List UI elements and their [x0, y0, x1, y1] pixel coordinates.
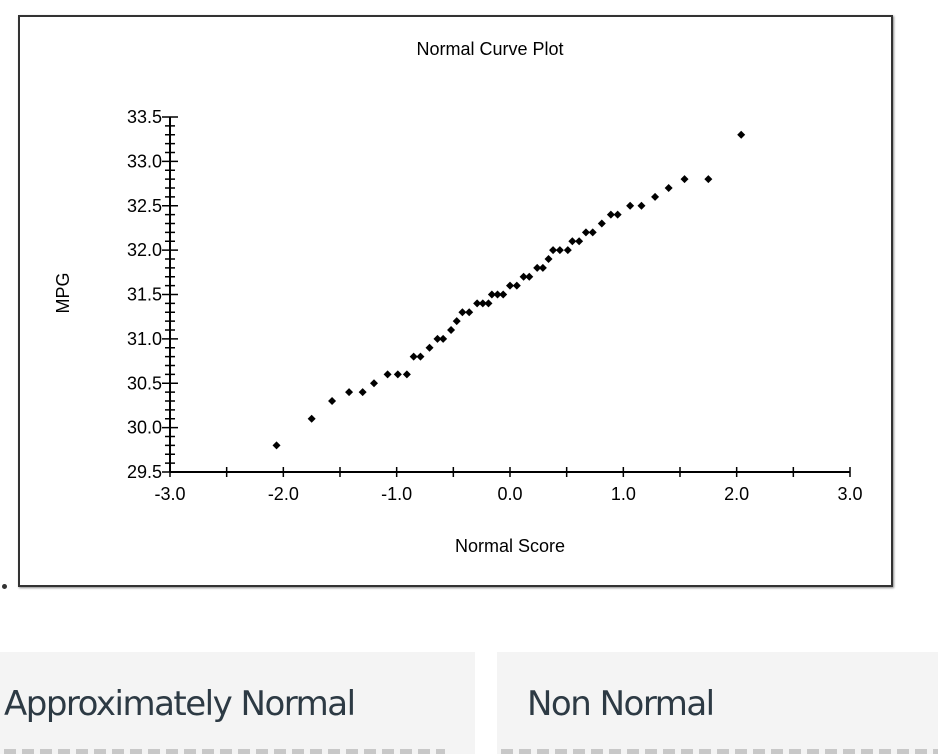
data-point — [704, 175, 713, 184]
data-point — [409, 352, 418, 361]
data-point — [525, 272, 534, 281]
option-label: Non Normal — [527, 684, 715, 724]
data-point — [452, 317, 461, 326]
x-tick-label: -2.0 — [268, 484, 299, 504]
chart-title: Normal Curve Plot — [416, 39, 563, 59]
data-point — [506, 281, 514, 290]
x-tick-label: 1.0 — [611, 484, 636, 504]
data-point — [328, 397, 337, 405]
y-tick-label: 31.0 — [127, 329, 162, 349]
data-point — [581, 228, 590, 237]
data-point — [512, 281, 521, 290]
y-tick-label: 30.0 — [127, 418, 162, 438]
data-point — [588, 228, 597, 237]
option-approximately-normal[interactable]: Approximately Normal — [0, 652, 475, 754]
data-point — [358, 388, 367, 397]
x-tick-label: -3.0 — [154, 484, 185, 504]
data-point — [664, 184, 673, 192]
data-point — [613, 210, 622, 219]
data-point — [458, 308, 467, 317]
data-point — [519, 272, 528, 281]
data-point — [402, 370, 411, 379]
y-axis-label: MPG — [53, 272, 73, 313]
y-tick-label: 31.5 — [127, 285, 162, 305]
x-axis-label: Normal Score — [455, 536, 565, 556]
data-point — [425, 343, 434, 352]
data-point — [272, 441, 281, 450]
data-point — [737, 130, 746, 139]
data-point — [493, 290, 502, 299]
data-point — [416, 352, 425, 361]
option-non-normal[interactable]: Non Normal — [497, 652, 938, 754]
y-tick-label: 29.5 — [127, 462, 162, 482]
data-point — [538, 263, 547, 272]
normal-curve-plot-figure: Normal Curve Plot Normal Score MPG -3.0 -… — [18, 15, 893, 587]
data-point — [575, 237, 584, 246]
bullet-dot — [2, 584, 7, 589]
data-point — [680, 175, 689, 184]
data-point — [487, 290, 496, 299]
data-point — [370, 379, 378, 388]
data-point — [499, 290, 508, 299]
data-point — [597, 219, 606, 228]
data-point — [626, 201, 635, 210]
data-point — [307, 414, 316, 423]
option-label: Approximately Normal — [4, 684, 356, 724]
y-tick-label: 33.0 — [127, 151, 162, 171]
drop-zone[interactable] — [501, 749, 938, 754]
data-point — [651, 192, 660, 201]
data-point — [447, 326, 456, 334]
y-tick-label: 33.5 — [127, 107, 162, 127]
data-point — [637, 201, 646, 210]
data-point — [544, 255, 553, 263]
drop-zone[interactable] — [4, 749, 445, 754]
data-point — [563, 246, 572, 255]
x-tick-label: -1.0 — [381, 484, 412, 504]
x-tick-label: 2.0 — [724, 484, 749, 504]
data-point — [473, 299, 482, 308]
data-point — [393, 370, 402, 379]
data-point — [478, 299, 487, 308]
data-point — [484, 299, 493, 308]
data-point — [555, 246, 564, 255]
data-point — [433, 334, 442, 343]
chart: Normal Curve Plot Normal Score MPG -3.0 -… — [53, 39, 863, 556]
data-point — [345, 388, 354, 397]
y-tick-label: 30.5 — [127, 373, 162, 393]
data-point — [568, 237, 577, 246]
x-tick-label: 3.0 — [837, 484, 862, 504]
y-tick-label: 32.0 — [127, 240, 162, 260]
data-point — [533, 263, 542, 272]
data-point — [606, 210, 615, 219]
data-point — [383, 370, 392, 379]
data-point — [549, 246, 558, 255]
data-point — [465, 308, 474, 317]
data-point — [439, 334, 448, 343]
x-tick-label: 0.0 — [497, 484, 522, 504]
y-tick-label: 32.5 — [127, 196, 162, 216]
